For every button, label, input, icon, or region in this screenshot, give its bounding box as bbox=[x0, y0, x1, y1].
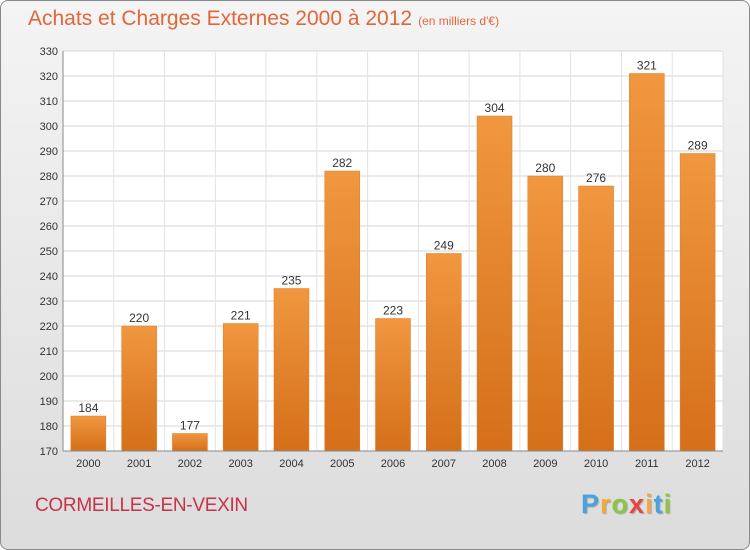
y-tick-label: 270 bbox=[40, 196, 58, 208]
data-label: 235 bbox=[281, 274, 301, 288]
y-tick-label: 290 bbox=[40, 146, 58, 158]
y-tick-label: 250 bbox=[40, 246, 58, 258]
bar bbox=[122, 326, 157, 451]
y-tick-label: 280 bbox=[40, 171, 58, 183]
bar bbox=[71, 416, 106, 451]
x-tick-label: 2001 bbox=[127, 458, 151, 470]
x-tick-label: 2005 bbox=[330, 458, 354, 470]
data-label: 321 bbox=[637, 59, 657, 73]
logo-letter: i bbox=[645, 489, 654, 519]
x-tick-label: 2011 bbox=[635, 458, 659, 470]
y-tick-label: 220 bbox=[40, 321, 58, 333]
x-tick-label: 2007 bbox=[432, 458, 456, 470]
logo-letter: P bbox=[581, 489, 600, 519]
y-tick-label: 180 bbox=[40, 421, 58, 433]
logo-letter: t bbox=[654, 489, 664, 519]
y-tick-label: 320 bbox=[40, 71, 58, 83]
bar bbox=[376, 319, 411, 452]
y-tick-label: 330 bbox=[40, 46, 58, 58]
data-label: 221 bbox=[231, 309, 251, 323]
data-label: 220 bbox=[129, 311, 149, 325]
y-tick-label: 200 bbox=[40, 371, 58, 383]
data-label: 282 bbox=[332, 156, 352, 170]
data-label: 249 bbox=[434, 239, 454, 253]
y-tick-label: 170 bbox=[40, 446, 58, 458]
data-label: 289 bbox=[688, 139, 708, 153]
y-tick-label: 210 bbox=[40, 346, 58, 358]
x-tick-label: 2003 bbox=[228, 458, 252, 470]
data-label: 184 bbox=[78, 401, 98, 415]
bar bbox=[680, 154, 715, 452]
data-label: 276 bbox=[586, 171, 606, 185]
bar bbox=[172, 434, 207, 452]
y-tick-label: 240 bbox=[40, 271, 58, 283]
logo-letter: o bbox=[612, 489, 630, 519]
logo-letter: x bbox=[629, 489, 645, 519]
x-tick-label: 2012 bbox=[685, 458, 709, 470]
bar bbox=[426, 254, 461, 452]
bar bbox=[579, 186, 614, 451]
commune-name: CORMEILLES-EN-VEXIN bbox=[35, 495, 248, 517]
x-tick-label: 2010 bbox=[584, 458, 608, 470]
x-tick-label: 2004 bbox=[279, 458, 303, 470]
bar bbox=[325, 171, 360, 451]
bar bbox=[528, 176, 563, 451]
logo-letter: r bbox=[600, 489, 612, 519]
y-tick-label: 190 bbox=[40, 396, 58, 408]
bar bbox=[629, 74, 664, 452]
proxiti-logo: Proxiti bbox=[581, 489, 672, 520]
data-label: 304 bbox=[485, 101, 505, 115]
y-tick-label: 260 bbox=[40, 221, 58, 233]
y-tick-label: 310 bbox=[40, 96, 58, 108]
y-tick-label: 230 bbox=[40, 296, 58, 308]
x-tick-label: 2006 bbox=[381, 458, 405, 470]
x-tick-label: 2002 bbox=[178, 458, 202, 470]
data-label: 280 bbox=[535, 161, 555, 175]
x-tick-label: 2008 bbox=[482, 458, 506, 470]
x-tick-label: 2009 bbox=[533, 458, 557, 470]
bar bbox=[274, 289, 309, 452]
logo-letter: i bbox=[664, 489, 673, 519]
data-label: 223 bbox=[383, 304, 403, 318]
y-tick-label: 300 bbox=[40, 121, 58, 133]
x-tick-label: 2000 bbox=[76, 458, 100, 470]
data-label: 177 bbox=[180, 419, 200, 433]
bar bbox=[477, 116, 512, 451]
bar bbox=[223, 324, 258, 452]
